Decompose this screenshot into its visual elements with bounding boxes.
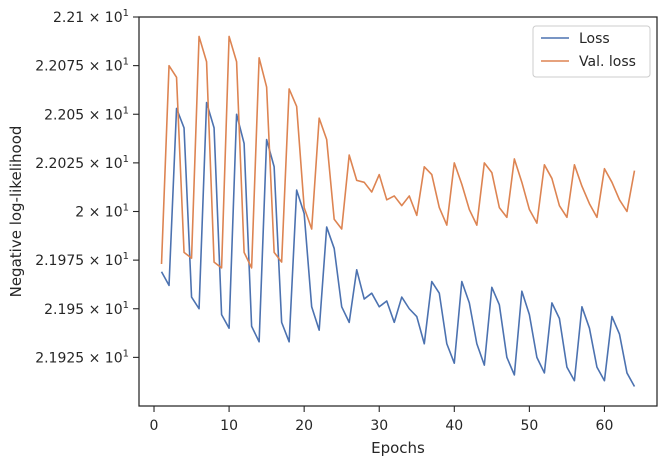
y-tick-label: 2.205 × 101 xyxy=(44,105,129,123)
y-tick-label: 2.2075 × 101 xyxy=(35,57,129,75)
y-tick-label: 2.1975 × 101 xyxy=(35,251,129,269)
x-tick-label: 40 xyxy=(445,418,463,434)
y-tick-label: 2.195 × 101 xyxy=(44,300,129,318)
y-tick-label: 2 × 101 xyxy=(75,203,129,221)
legend-label: Val. loss xyxy=(579,54,636,70)
y-tick-label: 2.21 × 101 xyxy=(53,8,129,26)
series-line-loss xyxy=(160,101,636,387)
x-tick-label: 0 xyxy=(150,418,159,434)
y-tick-label: 2.2025 × 101 xyxy=(35,154,129,172)
x-axis-label: Epochs xyxy=(371,439,425,457)
x-tick-label: 50 xyxy=(520,418,538,434)
x-tick-label: 60 xyxy=(596,418,614,434)
x-tick-label: 10 xyxy=(220,418,238,434)
x-tick-label: 20 xyxy=(295,418,313,434)
y-axis: 2.1925 × 101 2.195 × 101 2.1975 × 101 2 × 1… xyxy=(35,8,139,366)
y-axis-label: Negative log-likelihood xyxy=(7,126,25,298)
x-tick-label: 30 xyxy=(370,418,388,434)
series-line-val-loss xyxy=(160,35,636,269)
x-axis: 0 10 20 30 40 50 60 xyxy=(150,406,614,434)
legend-label: Loss xyxy=(579,31,610,47)
y-tick-label: 2.1925 × 101 xyxy=(35,348,129,366)
plot-lines xyxy=(160,35,636,387)
legend: Loss Val. loss xyxy=(532,25,651,78)
